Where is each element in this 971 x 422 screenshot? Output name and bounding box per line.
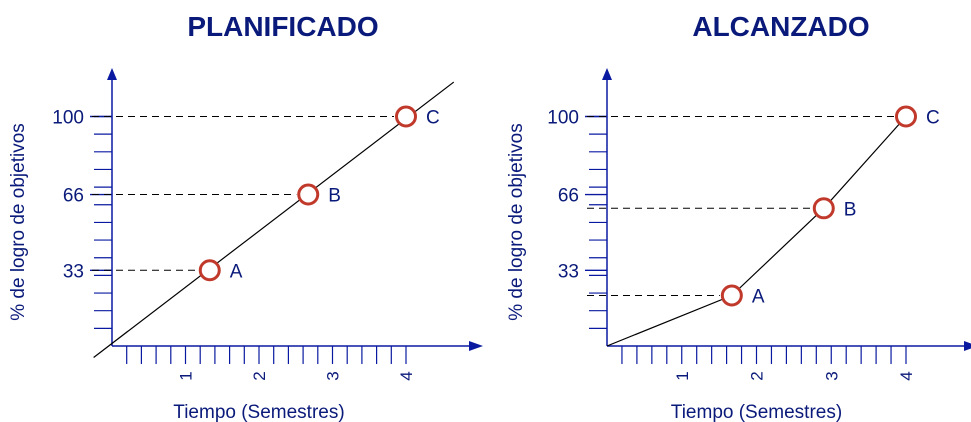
x-tick-label: 2	[748, 371, 767, 380]
x-tick-label: 4	[897, 371, 916, 380]
y-tick-label: 66	[558, 186, 579, 207]
y-axis-arrow	[107, 68, 117, 80]
data-point-marker	[812, 197, 835, 220]
y-tick-label: 33	[558, 261, 579, 282]
series-line	[93, 81, 455, 358]
data-point-label: B	[328, 186, 341, 207]
data-point-label: C	[926, 108, 940, 129]
chart-title: PLANIFICADO	[187, 11, 378, 42]
x-tick-label: 3	[324, 371, 343, 380]
y-axis-label: % de logro de objetivos	[8, 123, 29, 321]
y-axis-label: % de logro de objetivos	[506, 123, 527, 321]
series-line	[606, 116, 907, 347]
x-tick-label: 4	[397, 371, 416, 380]
x-tick-label: 1	[177, 371, 196, 380]
y-tick-label: 100	[547, 108, 579, 129]
data-point-label: B	[844, 199, 857, 220]
x-tick-label: 2	[250, 371, 269, 380]
x-tick-label: 1	[673, 371, 692, 380]
data-point-label: A	[752, 287, 765, 308]
y-axis-arrow	[602, 68, 612, 80]
x-axis-arrow	[964, 341, 971, 351]
x-axis-label: Tiempo (Semestres)	[671, 402, 842, 422]
data-point-marker	[895, 105, 917, 128]
y-tick-label: 66	[63, 186, 84, 207]
data-point-label: A	[230, 261, 243, 282]
chart-panel-2: ALCANZADO % de logro de objetivos 33 66 100 1…	[506, 11, 971, 422]
x-tick-label: 3	[822, 371, 841, 380]
x-axis-label: Tiempo (Semestres)	[173, 402, 344, 422]
data-point-label: C	[426, 108, 440, 129]
y-tick-label: 33	[63, 261, 84, 282]
chart-panel-1: PLANIFICADO % de logro de objetivos 33 66 10…	[8, 11, 483, 422]
data-point-marker	[720, 284, 743, 307]
data-point-marker	[297, 183, 320, 206]
y-tick-label: 100	[52, 108, 84, 129]
chart-title: ALCANZADO	[692, 11, 869, 42]
data-point-marker	[395, 105, 417, 128]
x-axis-arrow	[469, 341, 483, 351]
data-point-marker	[198, 259, 221, 282]
